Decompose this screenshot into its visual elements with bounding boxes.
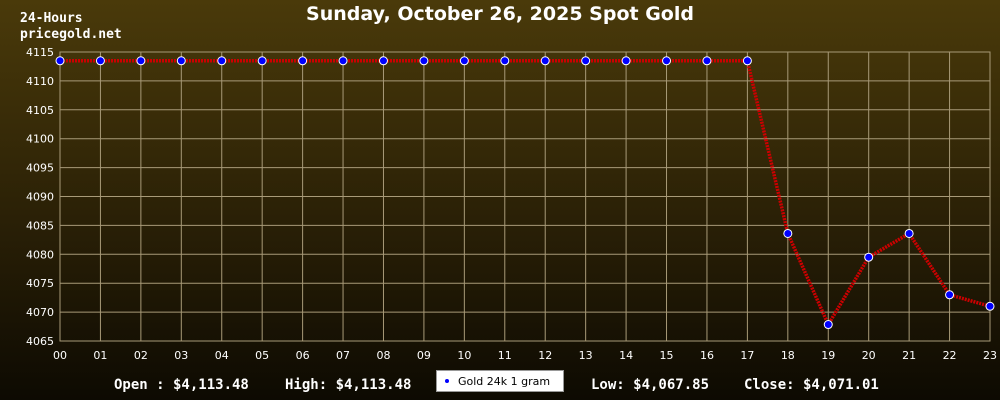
x-tick-label: 07: [336, 349, 350, 362]
x-tick-label: 20: [862, 349, 876, 362]
data-point: [378, 56, 388, 66]
y-tick-label: 4065: [26, 335, 54, 348]
y-tick-label: 4080: [26, 248, 54, 261]
x-tick-label: 19: [821, 349, 835, 362]
chart-title: Sunday, October 26, 2025 Spot Gold: [306, 3, 694, 25]
data-point: [823, 320, 833, 330]
data-point: [621, 56, 631, 66]
x-tick-label: 04: [215, 349, 229, 362]
data-point: [176, 56, 186, 66]
y-tick-label: 4070: [26, 306, 54, 319]
data-point: [904, 228, 914, 238]
x-tick-label: 23: [983, 349, 997, 362]
data-point: [945, 290, 955, 300]
x-tick-label: 06: [296, 349, 310, 362]
data-point: [662, 56, 672, 66]
x-tick-label: 13: [579, 349, 593, 362]
legend-label: Gold 24k 1 gram: [458, 374, 551, 388]
x-tick-label: 08: [376, 349, 390, 362]
data-point: [136, 56, 146, 66]
x-tick-label: 02: [134, 349, 148, 362]
data-point: [742, 56, 752, 66]
series-line: [60, 59, 991, 327]
x-tick-label: 12: [538, 349, 552, 362]
data-point: [419, 56, 429, 66]
y-tick-label: 4075: [26, 277, 54, 290]
data-point: [581, 56, 591, 66]
high-price: High: $4,113.48: [285, 377, 412, 393]
x-tick-label: 21: [902, 349, 916, 362]
data-point: [783, 228, 793, 238]
x-tick-label: 15: [660, 349, 674, 362]
y-tick-label: 4115: [26, 46, 54, 59]
brand-site-label: pricegold.net: [20, 27, 122, 42]
close-price: Close: $4,071.01: [744, 377, 879, 393]
data-point: [540, 56, 550, 66]
y-tick-label: 4085: [26, 219, 54, 232]
y-tick-label: 4090: [26, 191, 54, 204]
data-point: [257, 56, 267, 66]
y-tick-label: 4095: [26, 162, 54, 175]
data-point: [217, 56, 227, 66]
x-tick-label: 22: [943, 349, 957, 362]
data-point: [459, 56, 469, 66]
data-point: [95, 56, 105, 66]
x-tick-label: 03: [174, 349, 188, 362]
data-point: [500, 56, 510, 66]
data-point: [985, 301, 995, 311]
legend-marker-icon: [445, 379, 449, 383]
x-tick-label: 17: [740, 349, 754, 362]
x-tick-label: 10: [457, 349, 471, 362]
x-tick-label: 18: [781, 349, 795, 362]
data-point: [864, 252, 874, 262]
x-tick-label: 16: [700, 349, 714, 362]
legend: Gold 24k 1 gram: [436, 370, 564, 392]
x-tick-label: 00: [53, 349, 67, 362]
x-tick-label: 09: [417, 349, 431, 362]
data-point: [298, 56, 308, 66]
data-point: [702, 56, 712, 66]
y-tick-label: 4105: [26, 104, 54, 117]
x-tick-label: 01: [93, 349, 107, 362]
x-tick-label: 14: [619, 349, 633, 362]
open-price: Open : $4,113.48: [114, 377, 249, 393]
x-tick-label: 05: [255, 349, 269, 362]
y-tick-label: 4110: [26, 75, 54, 88]
data-point: [55, 56, 65, 66]
low-price: Low: $4,067.85: [591, 377, 710, 393]
x-tick-label: 11: [498, 349, 512, 362]
brand-period-label: 24-Hours: [20, 11, 83, 26]
data-point: [338, 56, 348, 66]
y-tick-label: 4100: [26, 133, 54, 146]
